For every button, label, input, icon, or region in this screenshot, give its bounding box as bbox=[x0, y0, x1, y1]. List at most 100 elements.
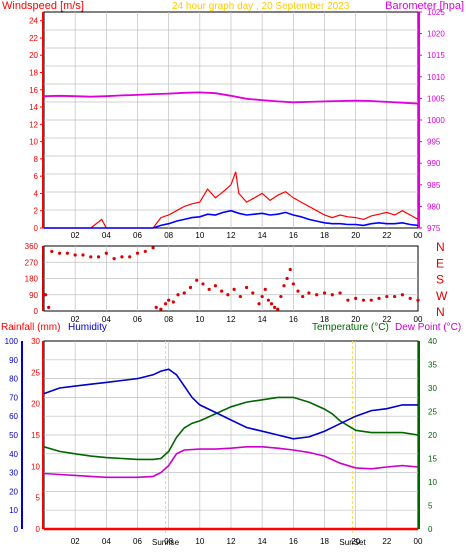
humidity-ytick-40: 40 bbox=[9, 450, 18, 459]
direction-point bbox=[282, 284, 286, 288]
wind-ytick-0: 0 bbox=[34, 224, 39, 233]
wind-ytick-12: 12 bbox=[29, 120, 38, 129]
direction-point bbox=[159, 307, 163, 311]
direction-point bbox=[188, 285, 193, 290]
wind-ytick-10: 10 bbox=[29, 138, 38, 147]
humidity-ytick-80: 80 bbox=[9, 375, 18, 384]
direction-xtick-06: 06 bbox=[133, 315, 142, 324]
direction-point bbox=[232, 287, 236, 291]
baro-ytick-1015: 1015 bbox=[427, 51, 445, 60]
direction-xtick-00: 00 bbox=[414, 315, 423, 324]
direction-point bbox=[301, 294, 305, 299]
direction-point bbox=[182, 291, 186, 295]
direction-point bbox=[263, 287, 267, 291]
rainfall-axis-label: Rainfall (mm) bbox=[1, 322, 60, 333]
direction-compass-label-1: W bbox=[436, 289, 448, 303]
direction-xtick-08: 08 bbox=[164, 315, 173, 324]
humidity-axis-label: Humidity bbox=[68, 322, 107, 333]
direction-point bbox=[266, 298, 270, 302]
temp-xtick-12: 12 bbox=[227, 537, 236, 546]
temp-xtick-18: 18 bbox=[320, 537, 329, 546]
direction-point bbox=[135, 251, 140, 255]
temp-ytick-10: 10 bbox=[428, 478, 437, 487]
wind-xtick-16: 16 bbox=[289, 231, 298, 240]
direction-ytick-180: 180 bbox=[25, 275, 39, 284]
humidity-ytick-10: 10 bbox=[9, 506, 18, 515]
wind-xtick-00: 00 bbox=[414, 231, 423, 240]
wind-xtick-18: 18 bbox=[320, 231, 329, 240]
direction-xtick-16: 16 bbox=[289, 315, 298, 324]
direction-point bbox=[322, 291, 327, 295]
direction-xtick-02: 02 bbox=[71, 315, 80, 324]
rain-ytick-5: 5 bbox=[36, 494, 41, 503]
direction-xtick-18: 18 bbox=[320, 315, 329, 324]
wind-ytick-22: 22 bbox=[29, 34, 38, 43]
wind-ytick-8: 8 bbox=[34, 155, 39, 164]
direction-point bbox=[400, 293, 405, 297]
baro-ytick-995: 995 bbox=[427, 138, 441, 147]
temp-xtick-22: 22 bbox=[382, 537, 391, 546]
wind-xtick-08: 08 bbox=[164, 231, 173, 240]
direction-point bbox=[201, 282, 205, 286]
wind-ytick-24: 24 bbox=[29, 17, 38, 26]
rain-ytick-30: 30 bbox=[31, 337, 40, 346]
direction-point bbox=[151, 246, 155, 250]
humidity-line bbox=[43, 368, 418, 440]
direction-point bbox=[330, 293, 334, 297]
temp-xtick-16: 16 bbox=[289, 537, 298, 546]
temp-ytick-15: 15 bbox=[428, 455, 437, 464]
direction-point bbox=[385, 294, 389, 299]
direction-ytick-90: 90 bbox=[29, 291, 38, 300]
wind-xtick-20: 20 bbox=[351, 231, 360, 240]
wind-ytick-2: 2 bbox=[34, 207, 39, 216]
wind-xtick-14: 14 bbox=[258, 231, 267, 240]
wind-xtick-12: 12 bbox=[227, 231, 236, 240]
direction-xtick-22: 22 bbox=[382, 315, 391, 324]
direction-point bbox=[65, 251, 69, 255]
humidity-ytick-0: 0 bbox=[14, 525, 19, 534]
wind-ytick-4: 4 bbox=[34, 189, 39, 198]
direction-compass-label-4: N bbox=[436, 240, 445, 254]
direction-point bbox=[361, 298, 366, 302]
wind-ytick-6: 6 bbox=[34, 172, 39, 181]
direction-point bbox=[226, 293, 230, 297]
wind-xtick-10: 10 bbox=[195, 231, 204, 240]
direction-point bbox=[176, 293, 180, 297]
direction-point bbox=[257, 302, 261, 306]
direction-point bbox=[346, 298, 350, 302]
dewpoint-axis-label: Dew Point (°C) bbox=[395, 322, 461, 333]
direction-point bbox=[296, 289, 300, 293]
wind-ytick-16: 16 bbox=[29, 86, 38, 95]
baro-ytick-1020: 1020 bbox=[427, 30, 445, 39]
temp-ytick-25: 25 bbox=[428, 408, 437, 417]
direction-point bbox=[260, 294, 264, 299]
direction-point bbox=[276, 307, 280, 311]
direction-xtick-04: 04 bbox=[102, 315, 111, 324]
direction-point bbox=[416, 298, 420, 302]
direction-point bbox=[81, 253, 85, 257]
temp-xtick-04: 04 bbox=[102, 537, 111, 546]
temp-xtick-00: 00 bbox=[414, 537, 423, 546]
direction-xtick-10: 10 bbox=[195, 315, 204, 324]
direction-point bbox=[393, 294, 397, 299]
temp-ytick-5: 5 bbox=[428, 502, 433, 511]
direction-point bbox=[307, 291, 311, 295]
sunrise-label: Sunrise bbox=[152, 538, 180, 547]
temperature-axis-label: Temperature (°C) bbox=[312, 322, 389, 333]
direction-point bbox=[171, 300, 175, 304]
baro-ytick-1025: 1025 bbox=[427, 8, 445, 17]
temp-xtick-06: 06 bbox=[133, 537, 142, 546]
baro-ytick-1000: 1000 bbox=[427, 116, 445, 125]
direction-compass-label-3: E bbox=[436, 256, 444, 270]
direction-point bbox=[57, 251, 62, 255]
direction-point bbox=[120, 255, 124, 259]
direction-point bbox=[291, 282, 295, 286]
direction-point bbox=[104, 251, 108, 255]
direction-point bbox=[43, 293, 48, 297]
wind-ytick-18: 18 bbox=[29, 68, 38, 77]
windspeed-axis-label: Windspeed [m/s] bbox=[2, 0, 84, 12]
rain-ytick-0: 0 bbox=[36, 525, 41, 534]
humidity-ytick-20: 20 bbox=[9, 487, 18, 496]
direction-point bbox=[195, 278, 199, 282]
